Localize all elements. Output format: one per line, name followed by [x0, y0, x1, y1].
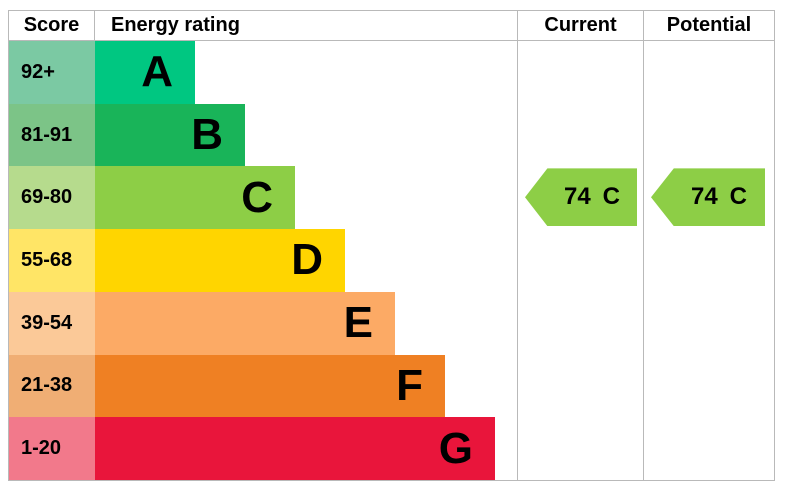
header-energy-rating: Energy rating — [111, 14, 240, 36]
current-rating-column: 74 C — [517, 41, 643, 480]
band-letter-f: F — [396, 360, 423, 410]
band-letter-c: C — [241, 172, 273, 222]
score-range-b: 81-91 — [9, 103, 95, 167]
score-range-a: 92+ — [9, 41, 95, 104]
band-row-a: 92+ A — [9, 41, 517, 104]
table-body: 92+ A 81-91 B 69-80 C — [9, 41, 774, 480]
current-rating-arrow: 74 C — [525, 168, 637, 227]
band-row-e: 39-54 E — [9, 291, 517, 355]
potential-rating-band: C — [729, 183, 748, 211]
band-bar-d: D — [95, 229, 345, 292]
score-range-e: 39-54 — [9, 291, 95, 355]
band-row-b: 81-91 B — [9, 103, 517, 167]
potential-rating-value: 74 — [690, 183, 718, 211]
score-range-d: 55-68 — [9, 229, 95, 292]
band-row-d: 55-68 D — [9, 229, 517, 292]
band-bar-e: E — [95, 291, 395, 355]
band-row-f: 21-38 F — [9, 354, 517, 418]
band-letter-d: D — [291, 235, 323, 285]
score-range-f: 21-38 — [9, 354, 95, 418]
band-row-c: 69-80 C — [9, 166, 517, 230]
band-bar-c: C — [95, 166, 295, 230]
band-bar-f: F — [95, 354, 445, 418]
header-current: Current — [517, 11, 643, 40]
band-letter-b: B — [191, 110, 223, 160]
current-rating-band: C — [602, 183, 621, 211]
score-range-c: 69-80 — [9, 166, 95, 230]
potential-rating-column: 74 C — [643, 41, 774, 480]
header-score: Score — [9, 11, 95, 40]
header-potential: Potential — [643, 11, 774, 40]
band-bar-a: A — [95, 41, 195, 104]
band-letter-a: A — [141, 47, 173, 97]
epc-table: Score Energy rating Current Potential 92… — [8, 10, 775, 481]
score-range-g: 1-20 — [9, 417, 95, 480]
table-header-row: Score Energy rating Current Potential — [9, 11, 774, 41]
band-bar-b: B — [95, 103, 245, 167]
current-rating-value: 74 — [563, 183, 591, 211]
bands-column: 92+ A 81-91 B 69-80 C — [9, 41, 517, 480]
band-bar-g: G — [95, 417, 495, 480]
band-row-g: 1-20 G — [9, 417, 517, 480]
band-letter-g: G — [438, 423, 473, 473]
band-letter-e: E — [343, 298, 373, 348]
potential-rating-arrow: 74 C — [651, 168, 765, 227]
